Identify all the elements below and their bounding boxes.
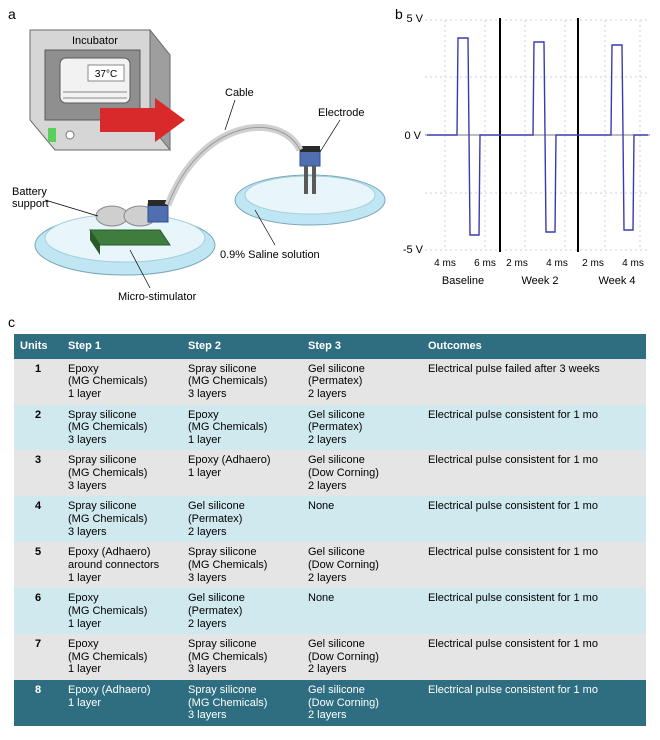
- group-2: Week 4: [598, 275, 635, 287]
- battery-label-2: support: [12, 198, 49, 210]
- col-outcome: Outcomes: [422, 334, 646, 359]
- stim-label: Micro-stimulator: [118, 291, 197, 303]
- outcome-cell: Electrical pulse consistent for 1 mo: [422, 496, 646, 542]
- xlab-2: 2 ms: [506, 258, 528, 269]
- step-cell: Epoxy(MG Chemicals)1 layer: [62, 588, 182, 634]
- unit-cell: 3: [14, 450, 62, 496]
- unit-cell: 7: [14, 634, 62, 680]
- table-row: 5Epoxy (Adhaero)around connectors1 layer…: [14, 542, 646, 588]
- outcome-cell: Electrical pulse consistent for 1 mo: [422, 680, 646, 726]
- outcome-cell: Electrical pulse consistent for 1 mo: [422, 634, 646, 680]
- step-cell: Epoxy(MG Chemicals)1 layer: [62, 634, 182, 680]
- step-cell: None: [302, 588, 422, 634]
- group-0: Baseline: [442, 275, 484, 287]
- panel-a: a 37°C: [0, 0, 395, 310]
- step-cell: Spray silicone(MG Chemicals)3 layers: [62, 496, 182, 542]
- group-1: Week 2: [521, 275, 558, 287]
- table-row: 7Epoxy(MG Chemicals)1 layerSpray silicon…: [14, 634, 646, 680]
- step-cell: Gel silicone(Permatex)2 layers: [182, 588, 302, 634]
- right-dish-icon: [235, 175, 385, 225]
- unit-cell: 5: [14, 542, 62, 588]
- table-header-row: Units Step 1 Step 2 Step 3 Outcomes: [14, 334, 646, 359]
- step-cell: Spray silicone(MG Chemicals)3 layers: [182, 680, 302, 726]
- table-row: 8Epoxy (Adhaero)1 layerSpray silicone(MG…: [14, 680, 646, 726]
- table-row: 6Epoxy(MG Chemicals)1 layerGel silicone(…: [14, 588, 646, 634]
- unit-cell: 2: [14, 405, 62, 451]
- xlab-3: 4 ms: [546, 258, 568, 269]
- step-cell: Spray silicone(MG Chemicals)3 layers: [182, 359, 302, 405]
- xlab-0: 4 ms: [434, 258, 456, 269]
- table-body: 1Epoxy(MG Chemicals)1 layerSpray silicon…: [14, 359, 646, 726]
- outcomes-table: Units Step 1 Step 2 Step 3 Outcomes 1Epo…: [14, 334, 646, 726]
- outcome-cell: Electrical pulse consistent for 1 mo: [422, 405, 646, 451]
- step-cell: Gel silicone(Permatex)2 layers: [182, 496, 302, 542]
- table-row: 3Spray silicone(MG Chemicals)3 layersEpo…: [14, 450, 646, 496]
- cable-label: Cable: [225, 87, 254, 99]
- panel-c-label: c: [0, 310, 660, 330]
- step-cell: Gel silicone(Permatex)2 layers: [302, 359, 422, 405]
- top-row: a 37°C: [0, 0, 660, 310]
- step-cell: Epoxy (Adhaero)1 layer: [182, 450, 302, 496]
- step-cell: Epoxy (Adhaero)around connectors1 layer: [62, 542, 182, 588]
- electrode-label: Electrode: [318, 107, 364, 119]
- panel-b: b: [395, 0, 660, 310]
- step-cell: Gel silicone(Permatex)2 layers: [302, 405, 422, 451]
- step-cell: None: [302, 496, 422, 542]
- temp-label: 37°C: [95, 69, 117, 80]
- col-step2: Step 2: [182, 334, 302, 359]
- battery-label-1: Battery: [12, 186, 47, 198]
- step-cell: Epoxy (Adhaero)1 layer: [62, 680, 182, 726]
- col-step3: Step 3: [302, 334, 422, 359]
- col-step1: Step 1: [62, 334, 182, 359]
- outcome-cell: Electrical pulse consistent for 1 mo: [422, 588, 646, 634]
- col-units: Units: [14, 334, 62, 359]
- table-row: 2Spray silicone(MG Chemicals)3 layersEpo…: [14, 405, 646, 451]
- step-cell: Gel silicone(Dow Corning)2 layers: [302, 680, 422, 726]
- unit-cell: 6: [14, 588, 62, 634]
- y-top-label: 5 V: [406, 13, 423, 25]
- saline-label: 0.9% Saline solution: [220, 249, 320, 261]
- outcome-cell: Electrical pulse consistent for 1 mo: [422, 542, 646, 588]
- step-cell: Spray silicone(MG Chemicals)3 layers: [182, 542, 302, 588]
- y-mid-label: 0 V: [404, 130, 421, 142]
- chart-b-svg: 5 V 0 V -5 V 4 ms 6 ms 2 ms 4 ms 2 ms 4 …: [395, 0, 660, 310]
- unit-cell: 8: [14, 680, 62, 726]
- outcome-cell: Electrical pulse failed after 3 weeks: [422, 359, 646, 405]
- unit-cell: 1: [14, 359, 62, 405]
- unit-cell: 4: [14, 496, 62, 542]
- incubator-label: Incubator: [72, 35, 118, 47]
- diagram-a-svg: 37°C Incubator: [0, 0, 395, 310]
- step-cell: Gel silicone(Dow Corning)2 layers: [302, 450, 422, 496]
- xlab-1: 6 ms: [474, 258, 496, 269]
- figure-container: a 37°C: [0, 0, 660, 740]
- step-cell: Gel silicone(Dow Corning)2 layers: [302, 634, 422, 680]
- step-cell: Epoxy(MG Chemicals)1 layer: [62, 359, 182, 405]
- step-cell: Spray silicone(MG Chemicals)3 layers: [62, 405, 182, 451]
- panel-c: Units Step 1 Step 2 Step 3 Outcomes 1Epo…: [0, 330, 660, 740]
- table-row: 1Epoxy(MG Chemicals)1 layerSpray silicon…: [14, 359, 646, 405]
- xlab-4: 2 ms: [582, 258, 604, 269]
- y-bot-label: -5 V: [403, 244, 424, 256]
- table-row: 4Spray silicone(MG Chemicals)3 layersGel…: [14, 496, 646, 542]
- xlab-5: 4 ms: [622, 258, 644, 269]
- step-cell: Spray silicone(MG Chemicals)3 layers: [62, 450, 182, 496]
- step-cell: Gel silicone(Dow Corning)2 layers: [302, 542, 422, 588]
- step-cell: Spray silicone(MG Chemicals)3 layers: [182, 634, 302, 680]
- outcome-cell: Electrical pulse consistent for 1 mo: [422, 450, 646, 496]
- step-cell: Epoxy(MG Chemicals)1 layer: [182, 405, 302, 451]
- trace-line: [427, 38, 648, 235]
